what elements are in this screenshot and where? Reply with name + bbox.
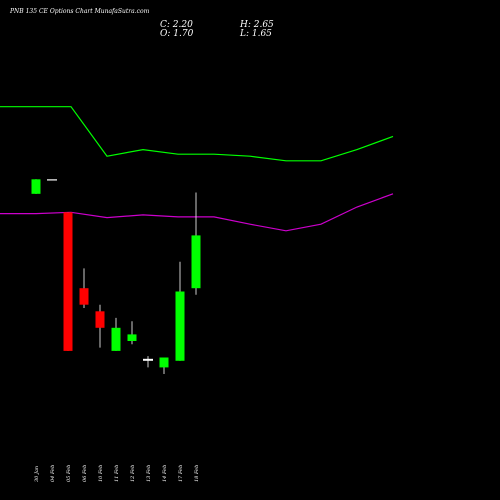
chart-title: PNB 135 CE Options Chart MunafaSutra.com [10, 8, 150, 15]
high-price-label: H: 2.65 [240, 20, 274, 30]
candle-body [143, 358, 153, 361]
candle-body [79, 288, 89, 305]
candle-body [63, 212, 73, 351]
x-tick-label: 04 Feb [50, 465, 56, 482]
candle-body [111, 327, 121, 351]
candle-body [47, 179, 57, 181]
x-tick-label: 11 Feb [114, 465, 120, 482]
candle-body [95, 311, 105, 328]
low-price-label: L: 1.65 [240, 29, 272, 39]
candle-body [127, 334, 137, 341]
x-tick-label: 13 Feb [146, 465, 152, 482]
candle-body [175, 291, 185, 361]
x-tick-label: 17 Feb [178, 465, 184, 482]
x-tick-label: 30 Jan [34, 466, 40, 482]
upper-band-line [0, 106, 394, 162]
candle-body [31, 179, 41, 194]
candle-body [191, 235, 201, 289]
lower-band-line [0, 193, 394, 232]
x-tick-label: 10 Feb [98, 465, 104, 482]
candle-body [159, 357, 169, 368]
x-tick-label: 05 Feb [66, 465, 72, 482]
x-tick-label: 18 Feb [194, 465, 200, 482]
x-tick-label: 06 Feb [82, 465, 88, 482]
x-tick-label: 12 Feb [130, 465, 136, 482]
x-tick-label: 14 Feb [162, 465, 168, 482]
close-price-label: C: 2.20 [160, 20, 193, 30]
open-price-label: O: 1.70 [160, 29, 194, 39]
